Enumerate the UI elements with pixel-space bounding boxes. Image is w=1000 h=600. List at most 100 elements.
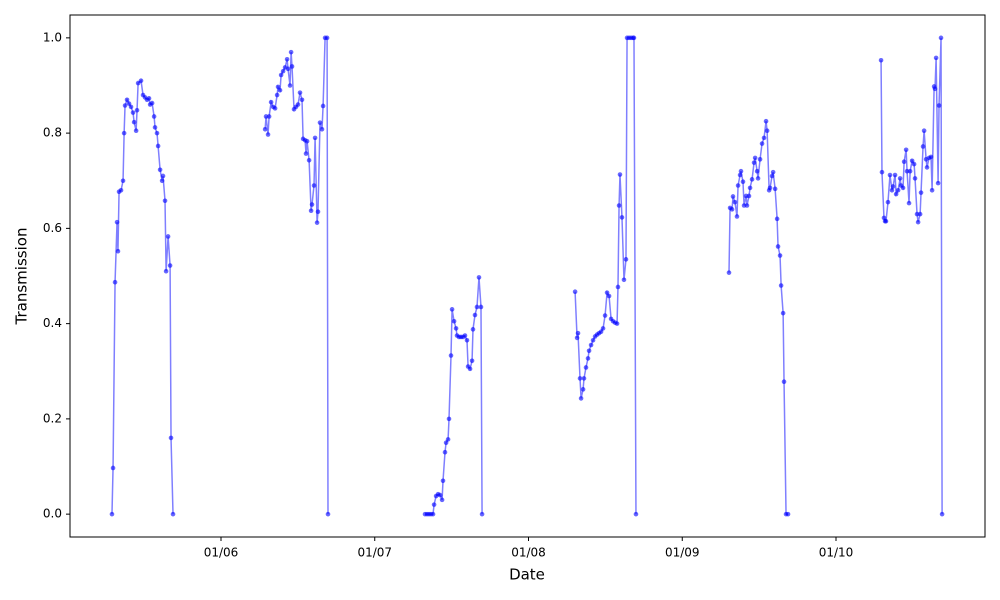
data-point [168, 435, 174, 441]
data-point [157, 167, 163, 173]
data-point [469, 358, 475, 364]
data-point [115, 248, 121, 254]
data-point [924, 165, 930, 170]
data-point [440, 478, 446, 484]
y-tick-label: 0.6 [43, 221, 62, 235]
data-point [732, 199, 738, 205]
data-point [133, 128, 139, 134]
data-point [920, 144, 926, 149]
data-point [754, 168, 760, 174]
data-point [574, 335, 580, 341]
x-axis-label: Date [509, 566, 545, 584]
data-point [772, 186, 778, 192]
data-point [130, 110, 136, 115]
data-point [774, 216, 780, 222]
data-point [314, 220, 320, 225]
data-point [284, 56, 290, 62]
data-point [617, 172, 623, 177]
data-point [738, 168, 744, 174]
data-point [309, 202, 315, 207]
data-point [915, 219, 921, 225]
data-point [118, 187, 124, 193]
data-point [163, 268, 169, 274]
data-line [111, 37, 943, 515]
data-point [751, 160, 757, 165]
data-point [581, 376, 587, 381]
data-point [746, 193, 752, 199]
data-point [602, 313, 608, 318]
data-point [303, 151, 309, 156]
data-point [600, 326, 606, 331]
data-point [160, 173, 166, 179]
data-point [588, 342, 594, 348]
data-point [126, 101, 132, 106]
data-point [445, 437, 451, 442]
y-axis-label: Transmission [13, 228, 31, 326]
data-point [109, 511, 115, 517]
data-point [744, 203, 750, 208]
data-point [906, 200, 912, 206]
data-point [325, 511, 331, 517]
data-point [598, 329, 604, 335]
data-point [928, 154, 934, 160]
data-point [606, 293, 612, 299]
data-point [154, 130, 160, 136]
data-point [583, 365, 589, 370]
data-point [757, 157, 763, 162]
data-point [287, 83, 293, 88]
data-point [295, 102, 301, 107]
data-point [585, 356, 591, 361]
data-point [785, 511, 791, 517]
data-point [110, 465, 116, 471]
data-point [162, 198, 168, 204]
data-point [577, 376, 583, 381]
plot-frame [69, 14, 986, 538]
data-point [442, 449, 448, 455]
data-point [265, 132, 271, 137]
data-point [909, 158, 915, 164]
x-tick-label: 01/08 [511, 546, 546, 560]
data-point [324, 35, 330, 41]
data-point [474, 304, 480, 310]
data-point [912, 176, 918, 181]
data-point [170, 511, 176, 517]
data-point [299, 97, 305, 103]
data-point [775, 244, 781, 249]
data-point [312, 135, 318, 141]
data-point [939, 511, 945, 517]
data-point [623, 257, 629, 262]
data-point [462, 333, 468, 338]
data-point [933, 55, 939, 61]
data-point [128, 104, 134, 110]
data-point [631, 35, 637, 41]
data-point [575, 330, 581, 336]
data-point [878, 57, 884, 63]
data-point [887, 172, 893, 178]
x-tick-label: 01/07 [357, 546, 392, 560]
data-point [151, 114, 157, 119]
data-point [740, 179, 746, 184]
data-point [918, 190, 924, 195]
data-point [467, 366, 473, 372]
data-point [752, 155, 758, 161]
data-point [578, 396, 584, 401]
data-point [764, 128, 770, 134]
data-point [729, 207, 735, 212]
data-point [275, 84, 281, 90]
data-point [763, 118, 769, 124]
data-point [315, 209, 321, 215]
data-point [262, 127, 268, 132]
data-point [897, 176, 903, 181]
data-point [903, 147, 909, 153]
data-point [604, 290, 610, 295]
data-point [159, 178, 165, 184]
data-point [446, 416, 452, 422]
data-point [464, 337, 470, 343]
data-point [443, 440, 449, 445]
data-point [580, 387, 586, 392]
data-point [936, 103, 942, 108]
y-tick-label: 0.2 [43, 411, 62, 425]
data-point [895, 187, 901, 193]
data-point [308, 208, 314, 214]
data-point [448, 353, 454, 358]
